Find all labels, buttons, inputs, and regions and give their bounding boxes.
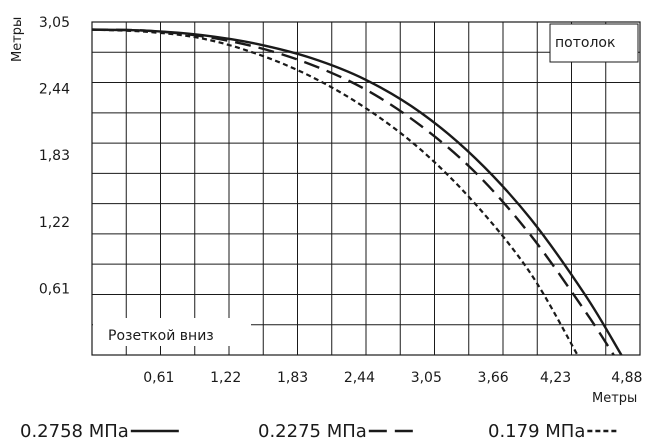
legend-label-2: 0.2275 МПа	[258, 421, 367, 441]
x-tick-label: 1,83	[277, 370, 308, 386]
x-tick-label: 1,22	[210, 370, 241, 386]
legend-label-1: 0.2758 МПа	[20, 421, 129, 441]
chart-grid	[92, 22, 640, 355]
y-tick-label: 0,61	[39, 281, 70, 297]
y-axis-label: Метры	[10, 17, 25, 62]
plot-border	[91, 21, 641, 356]
x-tick-label: 3,66	[478, 370, 509, 386]
series-line-2	[91, 28, 615, 356]
x-tick-label: 4,23	[540, 370, 571, 386]
annotation-top-right: потолок	[555, 35, 615, 51]
x-tick-label: 0,61	[143, 370, 174, 386]
annotation-bottom-left-box	[93, 318, 251, 346]
series-line-1	[91, 28, 623, 356]
y-tick-label: 1,22	[39, 215, 70, 231]
legend: 0.2758 МПа 0.2275 МПа 0.179 МПа	[20, 421, 620, 441]
y-tick-labels: 0,61 1,22 1,83 2,44 3,05	[39, 15, 70, 297]
annotation-bottom-left: Розеткой вниз	[108, 328, 214, 344]
x-axis-label: Метры	[592, 391, 637, 406]
x-tick-label: 3,05	[411, 370, 442, 386]
y-tick-label: 2,44	[39, 82, 70, 98]
series-line-3	[91, 28, 579, 356]
series-group	[91, 28, 623, 356]
x-tick-labels: 0,61 1,22 1,83 2,44 3,05 3,66 4,23 4,88	[143, 370, 642, 386]
y-tick-label: 3,05	[39, 15, 70, 31]
x-tick-label: 2,44	[344, 370, 375, 386]
x-tick-label: 4,88	[611, 370, 642, 386]
legend-label-3: 0.179 МПа	[488, 421, 585, 441]
y-tick-label: 1,83	[39, 148, 70, 164]
annotation-top-right-box	[549, 23, 639, 63]
plot-frame	[91, 21, 641, 356]
